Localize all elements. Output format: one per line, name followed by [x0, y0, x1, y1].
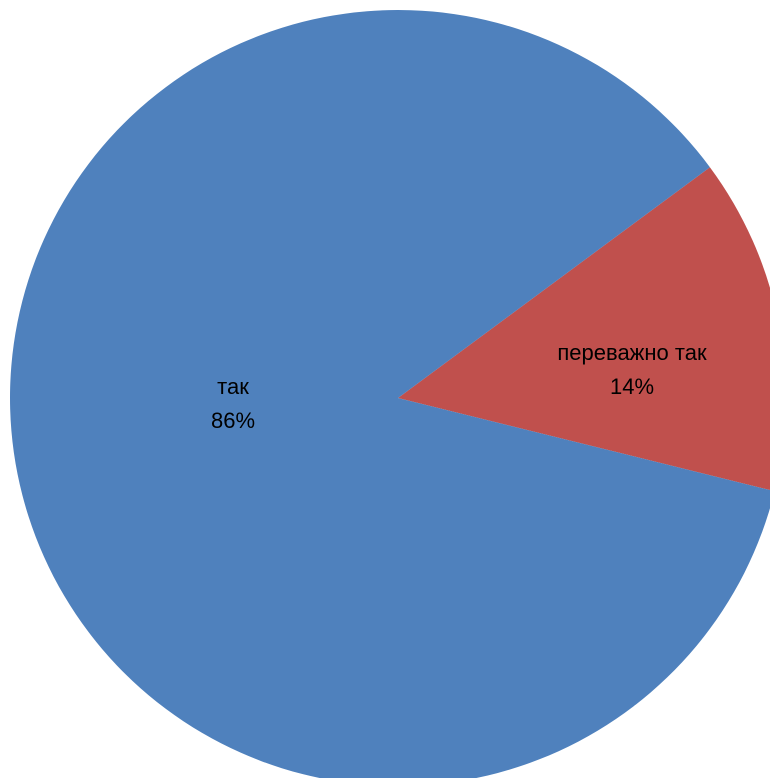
pie-slices [10, 10, 770, 778]
pie-labels: переважно так 14% так 86% [211, 340, 707, 433]
slice-value-label: 14% [610, 374, 654, 399]
pie-slice-perevazhno-tak [398, 167, 770, 491]
slice-value-label: 86% [211, 408, 255, 433]
slice-category-label: переважно так [557, 340, 707, 365]
pie-slice-tak [10, 10, 770, 778]
slice-category-label: так [217, 374, 249, 399]
